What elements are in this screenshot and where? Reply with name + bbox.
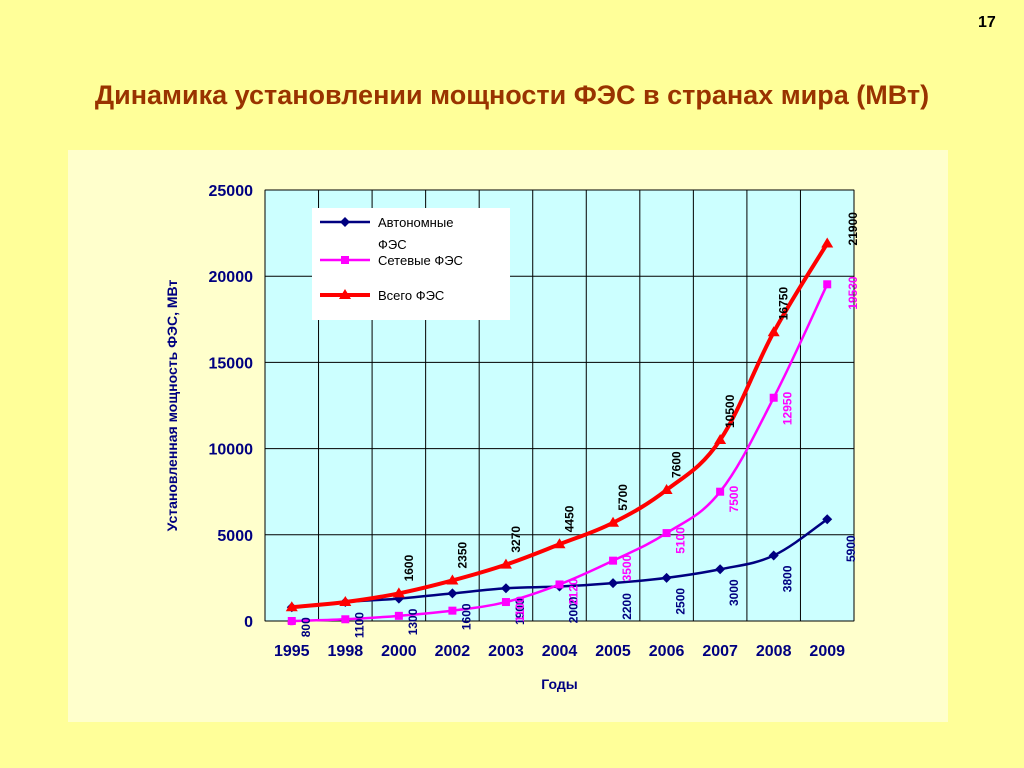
data-label: 19530	[846, 276, 860, 310]
data-point	[555, 580, 564, 589]
data-point	[823, 280, 832, 289]
data-label: 5100	[674, 527, 688, 554]
data-point	[394, 611, 403, 620]
legend-item: Сетевые ФЭС	[320, 253, 463, 268]
data-point	[500, 583, 511, 594]
data-point	[608, 578, 619, 589]
data-point	[446, 574, 459, 585]
slide-title: Динамика установлении мощности ФЭС в стр…	[94, 80, 930, 110]
x-axis-ticks: 1995 1998 2000 2002 2003 2004 2005 2006 2007 2008…	[274, 643, 845, 660]
x-tick-label: 2002	[435, 643, 471, 660]
x-tick-label: 1995	[274, 643, 310, 660]
legend-label: Автономные	[378, 215, 453, 230]
data-point	[769, 393, 778, 402]
data-label: 2500	[674, 588, 688, 615]
legend-item: Автономные ФЭС	[320, 215, 453, 252]
slide-number: 17	[978, 14, 996, 31]
data-point	[341, 615, 350, 624]
x-tick-label: 1998	[328, 643, 364, 660]
data-label: 10500	[723, 394, 737, 428]
x-tick-label: 2004	[542, 643, 578, 660]
data-label: 2120	[567, 578, 581, 605]
data-label: 16750	[777, 287, 791, 321]
data-label: 3000	[727, 579, 741, 606]
data-label: 3270	[509, 526, 523, 553]
series-square	[287, 280, 832, 625]
data-label: 5900	[844, 535, 858, 562]
data-point	[660, 483, 673, 494]
x-axis-label: Годы	[541, 676, 577, 692]
data-point	[447, 588, 458, 599]
x-tick-label: 2009	[809, 643, 845, 660]
data-point	[714, 433, 727, 444]
data-point	[661, 572, 672, 583]
data-label: 3500	[620, 554, 634, 581]
series-line	[291, 283, 829, 623]
data-label: 1300	[406, 608, 420, 635]
data-point	[499, 558, 512, 569]
x-tick-label: 2003	[488, 643, 524, 660]
data-labels: 800 1100 1300 1600 1900 2000 2200 2500 3000 3800 5…	[285, 212, 860, 638]
data-label: 3800	[781, 565, 795, 592]
data-point	[821, 237, 834, 248]
legend-label: Всего ФЭС	[378, 288, 444, 303]
data-label: 5700	[616, 484, 630, 511]
data-point	[822, 514, 833, 525]
x-tick-label: 2008	[756, 643, 792, 660]
data-point	[768, 550, 779, 561]
legend-label: Сетевые ФЭС	[378, 253, 463, 268]
data-point	[285, 601, 298, 612]
data-point	[287, 617, 296, 625]
data-label: 12950	[781, 391, 795, 425]
data-point	[340, 217, 350, 227]
data-label: 2350	[455, 541, 469, 568]
data-point	[501, 598, 510, 607]
data-label: 21900	[846, 212, 860, 246]
chart-panel: 0 5000 10000 15000 20000 25000 1995 1998 2000 20…	[68, 150, 948, 722]
y-tick-label: 20000	[209, 269, 254, 286]
data-point	[607, 516, 620, 527]
data-label: 1600	[402, 554, 416, 581]
data-point	[341, 256, 349, 264]
x-tick-label: 2000	[381, 643, 417, 660]
data-point	[392, 587, 405, 598]
y-axis-label: Установленная мощность ФЭС, МВт	[164, 280, 180, 532]
y-tick-label: 0	[244, 614, 253, 631]
data-point	[448, 606, 457, 615]
legend-item: Всего ФЭС	[320, 288, 444, 303]
legend-label: ФЭС	[378, 237, 407, 252]
data-point	[767, 326, 780, 337]
series-triangle	[285, 237, 834, 612]
y-tick-label: 25000	[209, 183, 254, 200]
series-lines	[285, 237, 834, 625]
data-point	[715, 564, 726, 575]
data-label: 2200	[620, 593, 634, 620]
data-point	[662, 529, 671, 538]
data-label: 1600	[459, 603, 473, 630]
data-point	[609, 556, 618, 565]
y-tick-label: 15000	[209, 355, 254, 372]
data-point	[339, 289, 351, 299]
x-tick-label: 2005	[595, 643, 631, 660]
x-tick-label: 2006	[649, 643, 685, 660]
data-label: 7600	[670, 451, 684, 478]
y-tick-label: 10000	[209, 442, 254, 459]
data-label: 2000	[567, 596, 581, 623]
x-tick-label: 2007	[702, 643, 738, 660]
data-label: 1100	[513, 596, 527, 622]
y-tick-label: 5000	[217, 528, 253, 545]
data-point	[716, 487, 725, 496]
data-label: 800	[299, 617, 313, 637]
y-axis-ticks: 0 5000 10000 15000 20000 25000	[209, 183, 254, 631]
data-point	[339, 596, 352, 607]
data-label: 4450	[563, 505, 577, 532]
data-label: 0	[285, 619, 299, 626]
data-label: 1100	[352, 612, 366, 638]
data-label: 1900	[513, 598, 527, 625]
data-point	[553, 538, 566, 549]
data-label: 7500	[727, 485, 741, 512]
series-line	[291, 242, 829, 610]
